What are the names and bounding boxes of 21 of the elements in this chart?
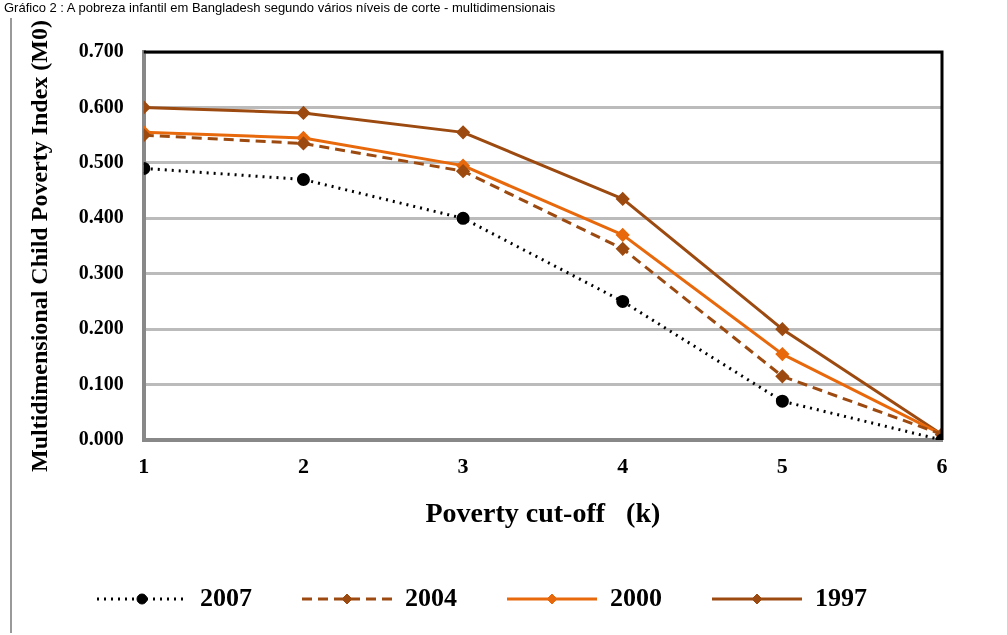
y-tick-label: 0.400 xyxy=(78,205,124,228)
x-tick-label: 5 xyxy=(776,452,788,478)
legend-label: 2004 xyxy=(405,582,457,612)
y-tick-label: 0.600 xyxy=(78,94,124,117)
legend-label: 2000 xyxy=(610,582,662,612)
x-tick-label: 4 xyxy=(617,452,629,478)
y-tick-label: 0.500 xyxy=(78,150,124,173)
y-tick-label: 0.300 xyxy=(78,260,124,283)
y-tick-label: 0.000 xyxy=(78,427,124,450)
y-axis-title: Multidimensional Child Poverty Index (M0) xyxy=(25,19,52,473)
x-axis-title: Poverty cut-off (k) xyxy=(425,497,661,529)
y-tick-label: 0.100 xyxy=(78,371,124,394)
x-tick-label: 1 xyxy=(138,452,150,478)
chart-title: Gráfico 2 : A pobreza infantil em Bangladesh segundo vários níveis de corte - multidimensionais xyxy=(4,0,557,15)
y-tick-label: 0.200 xyxy=(78,316,124,339)
x-tick-label: 6 xyxy=(936,452,948,478)
x-tick-label: 3 xyxy=(457,452,469,478)
legend-label: 2007 xyxy=(200,582,252,612)
legend-label: 1997 xyxy=(815,582,867,612)
y-tick-label: 0.700 xyxy=(78,39,124,62)
x-tick-label: 2 xyxy=(297,452,309,478)
